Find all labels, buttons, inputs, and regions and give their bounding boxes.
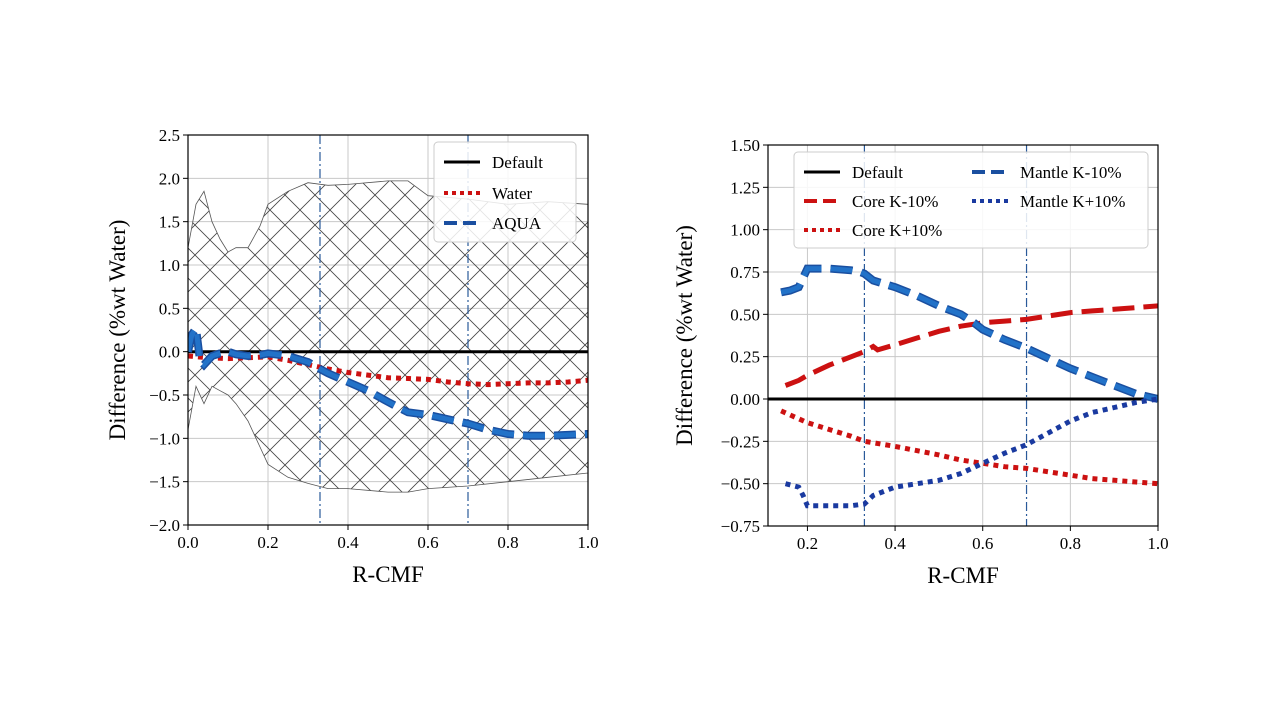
- plot-frame: [187, 134, 589, 526]
- series-line-mantle-k-10-: [780, 266, 1158, 402]
- legend: [433, 141, 577, 243]
- y-tick-label: 2.0: [159, 169, 180, 188]
- chart-left: 0.0 0.2 0.4 0.6 0.8 1.0 −2.0 −1.5 −1.0 −0.5 0.0 0.5…: [105, 126, 599, 587]
- y-tick-label: 0.5: [159, 299, 180, 318]
- y-tick-label: 0.00: [730, 390, 760, 409]
- legend-label: Default: [492, 153, 543, 172]
- y-tick-label: −0.50: [721, 475, 760, 494]
- series-line-aqua: [188, 321, 588, 439]
- legend-label: Core K-10%: [852, 192, 938, 211]
- y-axis-label: Difference (%wt Water): [105, 220, 130, 441]
- x-tick-label: 0.8: [1060, 534, 1081, 553]
- x-tick-label: 0.2: [257, 533, 278, 552]
- legend-label: Mantle K-10%: [1020, 163, 1122, 182]
- series-line-core-k-10-: [784, 303, 1158, 388]
- y-tick-label: 2.5: [159, 126, 180, 145]
- y-tick-label: 0.0: [159, 343, 180, 362]
- legend-label: Mantle K+10%: [1020, 192, 1125, 211]
- y-tick-label: 1.50: [730, 136, 760, 155]
- y-tick-label: 1.0: [159, 256, 180, 275]
- chart-right: 0.2 0.4 0.6 0.8 1.0 −0.75 −0.50 −0.25 0.00 0.25 0.…: [672, 136, 1169, 588]
- x-axis-label: R-CMF: [927, 563, 999, 588]
- x-tick-label: 1.0: [1147, 534, 1168, 553]
- x-tick-label: 0.6: [972, 534, 993, 553]
- series-line-core-k-10-: [780, 408, 1158, 487]
- y-tick-label: −0.25: [721, 432, 760, 451]
- y-axis-label: Difference (%wt Water): [672, 225, 697, 446]
- legend: [793, 151, 1149, 249]
- x-tick-label: 0.0: [177, 533, 198, 552]
- legend-label: Water: [492, 184, 532, 203]
- legend-label: Core K+10%: [852, 221, 942, 240]
- y-tick-label: −1.0: [149, 429, 180, 448]
- y-tick-label: 0.50: [730, 305, 760, 324]
- x-tick-label: 0.4: [884, 534, 906, 553]
- y-tick-label: 1.00: [730, 221, 760, 240]
- x-axis-label: R-CMF: [352, 562, 424, 587]
- x-tick-label: 0.8: [497, 533, 518, 552]
- x-tick-label: 0.4: [337, 533, 359, 552]
- legend-label: AQUA: [492, 214, 542, 233]
- y-tick-label: 0.25: [730, 348, 760, 367]
- y-tick-label: −0.5: [149, 386, 180, 405]
- y-tick-label: 1.25: [730, 178, 760, 197]
- series-line-water: [188, 353, 588, 388]
- y-tick-label: −1.5: [149, 473, 180, 492]
- x-tick-label: 0.6: [417, 533, 438, 552]
- y-tick-label: 1.5: [159, 213, 180, 232]
- uncertainty-band: [188, 180, 588, 493]
- y-tick-label: −2.0: [149, 516, 180, 535]
- plot-frame: [767, 144, 1159, 527]
- x-tick-label: 0.2: [797, 534, 818, 553]
- x-tick-label: 1.0: [577, 533, 598, 552]
- legend-label: Default: [852, 163, 903, 182]
- series-line-mantle-k-10-: [784, 396, 1158, 509]
- y-tick-label: 0.75: [730, 263, 760, 282]
- y-tick-label: −0.75: [721, 517, 760, 536]
